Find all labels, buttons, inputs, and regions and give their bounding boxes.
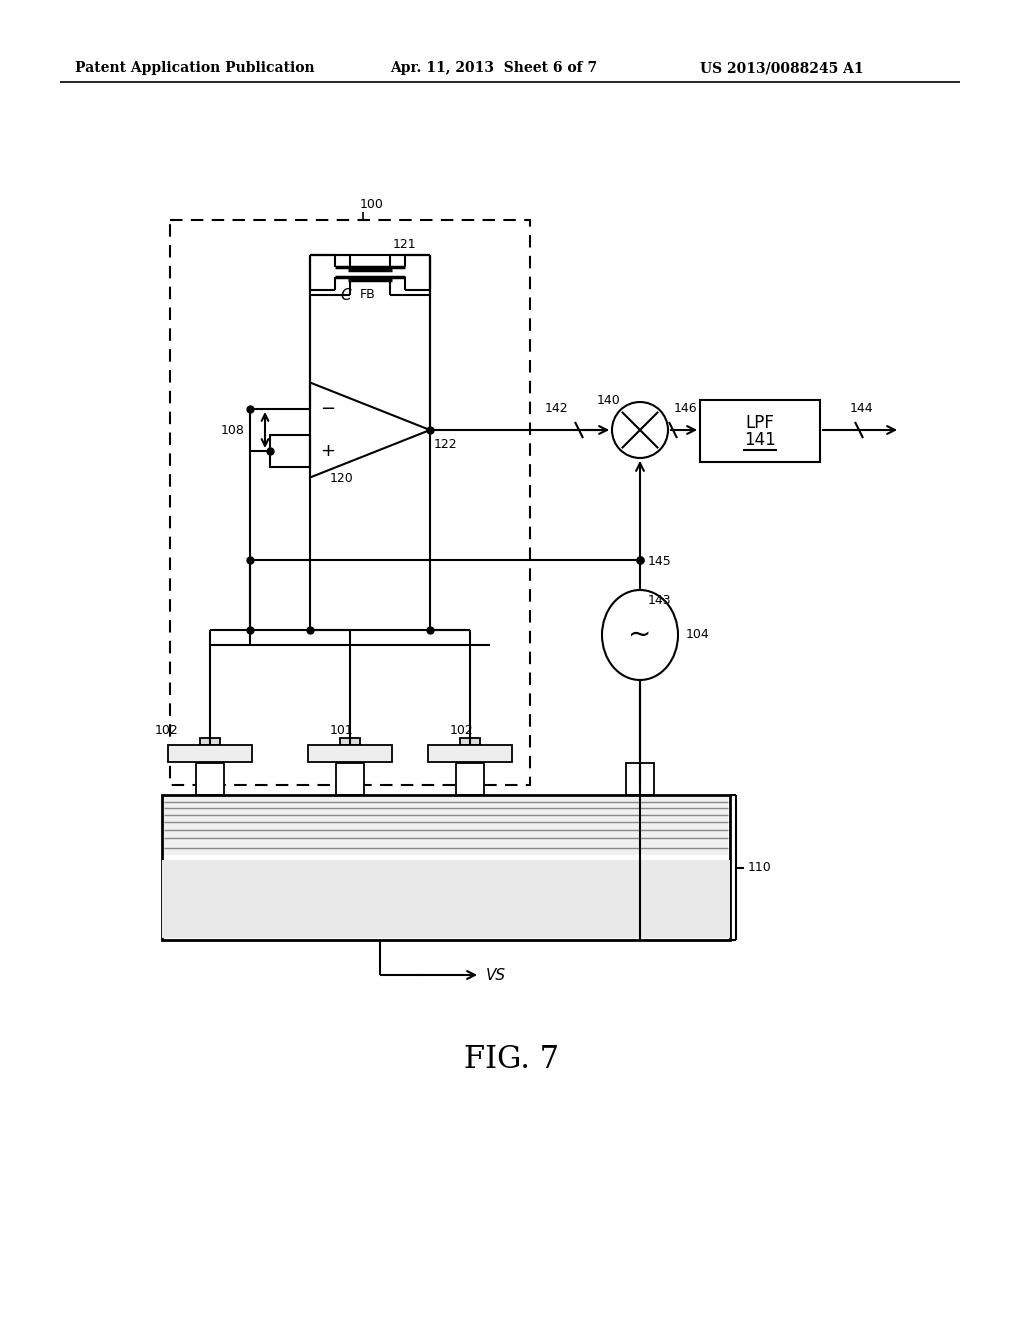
Polygon shape: [428, 744, 512, 762]
Polygon shape: [162, 861, 730, 939]
Text: FIG. 7: FIG. 7: [465, 1044, 559, 1076]
Text: C: C: [340, 288, 350, 302]
Polygon shape: [308, 744, 392, 762]
Text: 108: 108: [221, 424, 245, 437]
Text: 121: 121: [393, 238, 417, 251]
Text: ~: ~: [629, 620, 651, 649]
Text: Patent Application Publication: Patent Application Publication: [75, 61, 314, 75]
Text: FB: FB: [360, 289, 376, 301]
Text: 102: 102: [155, 723, 179, 737]
Text: 140: 140: [597, 393, 621, 407]
Polygon shape: [340, 738, 360, 744]
Text: 145: 145: [648, 554, 672, 568]
Text: 100: 100: [360, 198, 384, 211]
Text: LPF: LPF: [745, 414, 774, 432]
Polygon shape: [164, 797, 728, 855]
Text: 144: 144: [850, 401, 873, 414]
Polygon shape: [626, 763, 654, 795]
Text: 110: 110: [748, 861, 772, 874]
Text: +: +: [319, 442, 335, 459]
Text: 122: 122: [434, 438, 458, 451]
Text: 141: 141: [744, 432, 776, 449]
Polygon shape: [200, 738, 220, 744]
Text: 146: 146: [674, 401, 697, 414]
Text: −: −: [319, 400, 335, 418]
Text: 101: 101: [330, 723, 353, 737]
Text: 120: 120: [330, 473, 353, 486]
Polygon shape: [168, 744, 252, 762]
Polygon shape: [460, 738, 480, 744]
Polygon shape: [196, 763, 224, 795]
Polygon shape: [162, 795, 730, 940]
Text: Apr. 11, 2013  Sheet 6 of 7: Apr. 11, 2013 Sheet 6 of 7: [390, 61, 597, 75]
Text: 142: 142: [545, 401, 568, 414]
Text: 104: 104: [686, 628, 710, 642]
Text: 102: 102: [450, 723, 474, 737]
Text: 143: 143: [648, 594, 672, 606]
Polygon shape: [336, 763, 364, 795]
Text: US 2013/0088245 A1: US 2013/0088245 A1: [700, 61, 863, 75]
Text: VS: VS: [486, 968, 506, 982]
Polygon shape: [456, 763, 484, 795]
